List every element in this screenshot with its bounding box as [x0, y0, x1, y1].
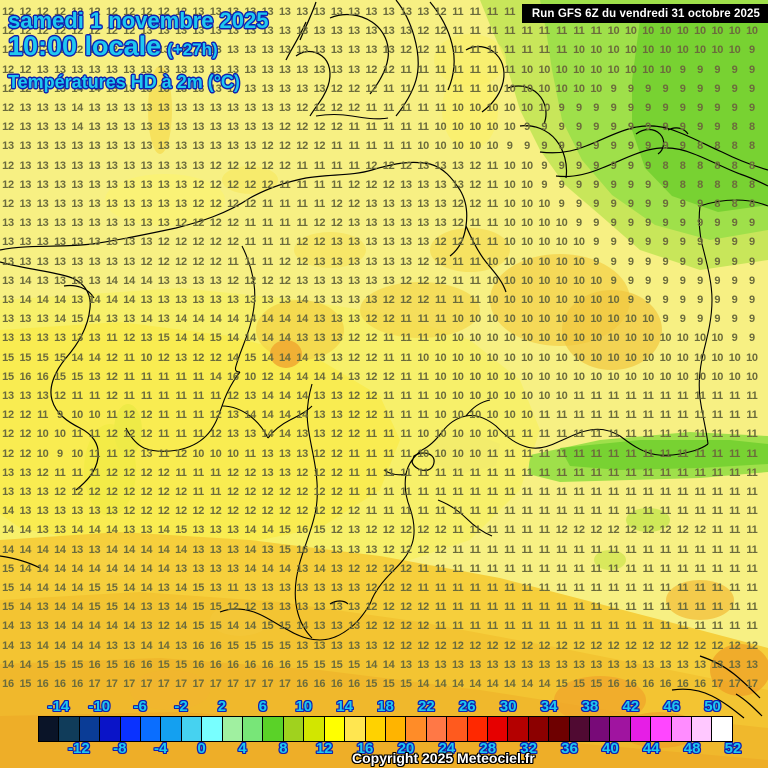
- colorbar-swatch[interactable]: [589, 717, 611, 741]
- colorbar-tick-bottom: 44: [642, 740, 660, 757]
- colorbar-swatch[interactable]: [508, 717, 529, 741]
- colorbar-swatch[interactable]: [630, 717, 652, 741]
- colorbar-tick-bottom: 4: [238, 740, 247, 757]
- colorbar-tick-bottom: 20: [397, 740, 415, 757]
- colorbar-swatch[interactable]: [345, 717, 366, 741]
- colorbar-swatch[interactable]: [304, 717, 325, 741]
- colorbar-swatch[interactable]: [467, 717, 488, 741]
- colorbar-tick-bottom: 52: [724, 740, 742, 757]
- colorbar-tick-top: 22: [418, 698, 435, 715]
- colorbar-tick-top: 14: [336, 698, 353, 715]
- colorbar-tick-bottom: -8: [113, 740, 127, 757]
- colorbar-swatch[interactable]: [222, 717, 244, 741]
- colorbar-tick-top: -6: [133, 698, 147, 715]
- colorbar-swatch[interactable]: [181, 717, 203, 741]
- colorbar-swatch[interactable]: [39, 717, 60, 741]
- colorbar-swatch[interactable]: [283, 717, 305, 741]
- colorbar-swatch[interactable]: [243, 717, 264, 741]
- copyright-notice: Copyright 2025 Meteociel.fr: [352, 750, 535, 766]
- run-info-text: Run GFS 6Z du vendredi 31 octobre 2025: [531, 7, 760, 20]
- colorbar-tick-top: 46: [663, 698, 681, 715]
- colorbar-swatch[interactable]: [528, 717, 550, 741]
- colorbar-swatch[interactable]: [610, 717, 631, 741]
- colorbar-swatch[interactable]: [120, 717, 142, 741]
- colorbar-swatch[interactable]: [100, 717, 121, 741]
- colorbar-tick-bottom: 0: [197, 740, 206, 757]
- colorbar-tick-bottom: 36: [561, 740, 578, 757]
- colorbar-swatch[interactable]: [569, 717, 590, 741]
- colorbar-tick-top: 10: [295, 698, 313, 715]
- colorbar-swatch[interactable]: [161, 717, 182, 741]
- colorbar-swatch[interactable]: [426, 717, 448, 741]
- colorbar-swatch[interactable]: [202, 717, 223, 741]
- colorbar-swatch[interactable]: [324, 717, 346, 741]
- colorbar-swatch[interactable]: [59, 717, 80, 741]
- colorbar-swatch[interactable]: [651, 717, 672, 741]
- colorbar-swatch[interactable]: [447, 717, 468, 741]
- colorbar-tick-bottom: -12: [68, 740, 90, 757]
- colorbar-tick-bottom: 12: [315, 740, 333, 757]
- colorbar-tick-bottom: 8: [279, 740, 288, 757]
- run-info-bar: Run GFS 6Z du vendredi 31 octobre 2025: [521, 4, 768, 23]
- colorbar-swatch[interactable]: [79, 717, 101, 741]
- colorbar-tick-top: 26: [458, 698, 476, 715]
- colorbar-tick-top: 30: [499, 698, 517, 715]
- colorbar-swatch[interactable]: [365, 717, 386, 741]
- colorbar-tick-top: 38: [581, 698, 599, 715]
- colorbar-tick-bottom: 32: [520, 740, 537, 757]
- colorbar-swatch[interactable]: [549, 717, 570, 741]
- temperature-colorbar[interactable]: [38, 716, 733, 742]
- colorbar-swatch[interactable]: [385, 717, 407, 741]
- colorbar-tick-top: 42: [622, 698, 640, 715]
- colorbar-swatch[interactable]: [263, 717, 284, 741]
- colorbar-tick-top: 6: [258, 698, 268, 715]
- colorbar-swatch[interactable]: [671, 717, 692, 741]
- colorbar-tick-top: 50: [704, 698, 721, 715]
- colorbar-tick-top: 34: [540, 698, 558, 715]
- colorbar-tick-top: 2: [217, 698, 227, 715]
- colorbar-tick-bottom: 40: [602, 740, 619, 757]
- colorbar-tick-bottom: 48: [683, 740, 701, 757]
- colorbar-tick-top: -14: [47, 698, 70, 715]
- colorbar-tick-bottom: 16: [356, 740, 374, 757]
- colorbar-swatch[interactable]: [406, 717, 427, 741]
- colorbar-tick-top: -10: [88, 698, 111, 715]
- colorbar-tick-top: 18: [377, 698, 394, 715]
- colorbar-tick-bottom: 24: [438, 740, 456, 757]
- colorbar-tick-bottom: 28: [479, 740, 497, 757]
- colorbar-swatch[interactable]: [487, 717, 509, 741]
- colorbar-swatch[interactable]: [692, 717, 713, 741]
- colorbar-swatch[interactable]: [712, 717, 732, 741]
- colorbar-swatch[interactable]: [141, 717, 162, 741]
- colorbar-tick-bottom: -4: [153, 740, 168, 757]
- colorbar-tick-top: -2: [174, 698, 188, 715]
